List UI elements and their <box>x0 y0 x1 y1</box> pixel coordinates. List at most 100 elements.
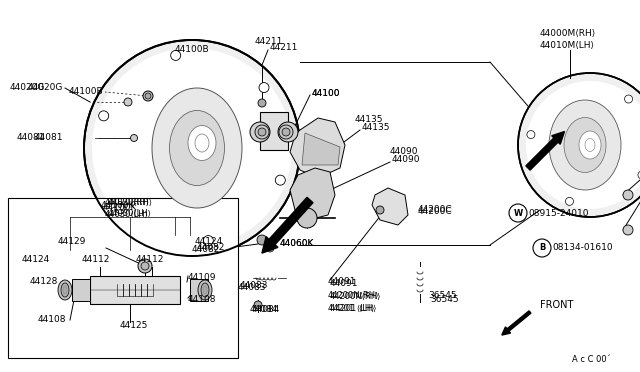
Text: 44090: 44090 <box>390 148 419 157</box>
FancyArrow shape <box>526 132 564 170</box>
Text: 44084: 44084 <box>252 305 280 314</box>
Circle shape <box>275 175 285 185</box>
Text: 44100: 44100 <box>312 89 340 97</box>
Text: 44100K: 44100K <box>101 201 135 209</box>
Circle shape <box>376 206 384 214</box>
Circle shape <box>257 235 267 245</box>
Circle shape <box>131 135 138 141</box>
Circle shape <box>278 122 298 142</box>
Text: 44200C: 44200C <box>418 205 452 215</box>
Circle shape <box>526 81 640 209</box>
Circle shape <box>84 40 300 256</box>
Text: 44200N⟨RH⟩: 44200N⟨RH⟩ <box>328 291 380 299</box>
Text: B: B <box>539 244 545 253</box>
Text: 44201 ⟨LH⟩: 44201 ⟨LH⟩ <box>328 304 374 312</box>
Circle shape <box>518 73 640 217</box>
Text: 44125: 44125 <box>120 321 148 330</box>
Ellipse shape <box>549 100 621 190</box>
Text: 44100K: 44100K <box>103 202 137 212</box>
Text: 44060K: 44060K <box>280 240 314 248</box>
Text: 44124: 44124 <box>22 256 50 264</box>
Text: 36545: 36545 <box>430 295 459 305</box>
Text: 44211: 44211 <box>255 38 284 46</box>
Circle shape <box>171 51 180 60</box>
Text: 44020G: 44020G <box>10 83 45 93</box>
Circle shape <box>258 99 266 107</box>
Text: 44128: 44128 <box>30 278 58 286</box>
Text: 44201 ⟨LH⟩: 44201 ⟨LH⟩ <box>330 304 376 312</box>
Bar <box>90 276 180 304</box>
Bar <box>190 279 208 301</box>
Circle shape <box>566 198 573 205</box>
Ellipse shape <box>188 125 216 160</box>
Circle shape <box>138 259 152 273</box>
Text: 44112: 44112 <box>82 256 110 264</box>
Circle shape <box>623 225 633 235</box>
Bar <box>72 279 90 301</box>
Text: 44135: 44135 <box>362 124 390 132</box>
Text: 44020⟨RH⟩: 44020⟨RH⟩ <box>108 198 153 206</box>
Text: 44000M⟨RH⟩: 44000M⟨RH⟩ <box>540 29 596 38</box>
Polygon shape <box>290 118 345 178</box>
Text: 44100B: 44100B <box>175 45 210 55</box>
Text: 44010M⟨LH⟩: 44010M⟨LH⟩ <box>540 41 595 49</box>
Text: 44109: 44109 <box>188 273 216 282</box>
Ellipse shape <box>170 110 225 186</box>
Text: A c C 00´: A c C 00´ <box>572 356 611 365</box>
Ellipse shape <box>195 134 209 152</box>
Text: 36545: 36545 <box>428 291 456 299</box>
Text: 44112: 44112 <box>136 256 164 264</box>
Text: 44108: 44108 <box>38 315 67 324</box>
Circle shape <box>204 235 213 246</box>
Circle shape <box>124 98 132 106</box>
Circle shape <box>145 93 151 99</box>
Circle shape <box>509 204 527 222</box>
Circle shape <box>533 239 551 257</box>
Circle shape <box>259 83 269 93</box>
Ellipse shape <box>152 88 242 208</box>
Text: 44020G: 44020G <box>28 83 63 93</box>
Text: 44090: 44090 <box>392 155 420 164</box>
Text: 44082: 44082 <box>196 244 225 253</box>
Circle shape <box>266 244 274 252</box>
Circle shape <box>255 125 269 139</box>
Polygon shape <box>372 188 408 225</box>
FancyArrow shape <box>262 197 313 253</box>
Circle shape <box>623 190 633 200</box>
Ellipse shape <box>203 286 207 294</box>
Ellipse shape <box>564 118 606 173</box>
Text: 44081: 44081 <box>35 134 63 142</box>
Text: 44081: 44081 <box>17 134 45 142</box>
Text: 44030⟨LH⟩: 44030⟨LH⟩ <box>105 209 149 218</box>
Circle shape <box>92 48 292 248</box>
Circle shape <box>254 301 262 309</box>
Text: 44135: 44135 <box>355 115 383 125</box>
Ellipse shape <box>201 283 209 297</box>
Text: 44200C: 44200C <box>418 208 452 217</box>
Text: 44060K: 44060K <box>280 240 314 248</box>
FancyArrow shape <box>502 311 531 335</box>
Text: W: W <box>513 208 523 218</box>
Circle shape <box>527 131 535 139</box>
Text: 44083: 44083 <box>238 282 266 292</box>
Ellipse shape <box>58 280 72 300</box>
Circle shape <box>143 91 153 101</box>
Text: 44100: 44100 <box>312 89 340 97</box>
Polygon shape <box>302 133 340 165</box>
Ellipse shape <box>585 138 595 151</box>
Ellipse shape <box>63 286 67 294</box>
Circle shape <box>638 171 640 179</box>
Text: 44091: 44091 <box>328 278 356 286</box>
Text: 08134-01610: 08134-01610 <box>552 244 612 253</box>
Circle shape <box>282 128 290 136</box>
Circle shape <box>297 208 317 228</box>
Text: 44124: 44124 <box>195 237 223 247</box>
Ellipse shape <box>198 280 212 300</box>
Circle shape <box>625 95 632 103</box>
Circle shape <box>258 128 266 136</box>
Circle shape <box>141 262 149 270</box>
Circle shape <box>279 125 293 139</box>
Ellipse shape <box>61 283 69 297</box>
Text: 44091: 44091 <box>330 279 358 288</box>
Text: 44084: 44084 <box>250 305 278 314</box>
